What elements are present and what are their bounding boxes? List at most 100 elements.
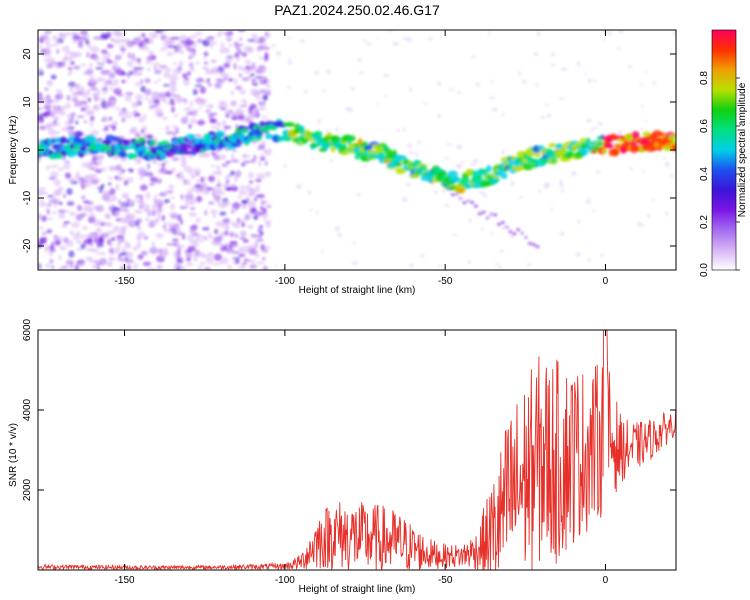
spectral-blob [133,66,137,74]
spectral-blob [191,224,199,230]
spectral-blob [205,267,210,270]
spectral-blob [618,30,624,34]
spectral-blob [163,221,169,225]
spectral-blob [640,82,644,86]
spectral-blob [96,89,101,94]
spectral-blob [221,257,229,265]
spectral-blob [186,261,193,267]
spectral-blob [87,216,95,223]
spectral-blob [672,31,676,36]
spectral-blob [523,235,528,240]
spectral-blob [401,37,408,40]
spectral-blob [639,223,645,227]
spectral-blob [70,112,77,116]
spectral-blob [146,47,150,51]
spectral-blob [491,107,498,112]
spectral-blob [587,78,593,83]
spectral-blob [192,113,196,118]
spectral-blob [135,210,141,214]
spectral-blob [184,116,189,120]
spectral-blob [175,127,180,135]
spectral-blob [233,77,238,86]
spectral-blob [322,88,326,93]
spectral-blob [576,61,581,66]
spectral-blob [42,125,52,130]
spectral-blob [100,232,110,239]
spectral-blob [225,223,230,230]
spectral-blob [47,79,54,87]
spectral-blob [88,135,97,144]
spectral-blob [350,86,355,91]
spectral-blob [275,51,282,56]
spectral-blob [179,219,183,225]
spectral-blob [207,175,216,183]
spectral-blob [102,128,110,132]
spectral-blob [674,132,676,139]
spectral-blob [255,108,259,113]
spectral-blob [213,194,222,202]
spectral-blob [250,158,256,164]
spectral-blob [60,224,67,228]
spectral-blob [460,160,464,165]
spectral-blob [246,184,251,188]
spectral-blob [225,160,232,164]
spectral-blob [64,56,73,62]
spectral-blob [480,227,485,231]
spectral-blob [176,45,183,54]
spectral-blob [184,98,188,105]
spectral-blob [57,209,66,214]
spectral-blob [152,92,160,96]
snr-y-label: SNR (10 * v/v) [8,423,19,487]
spectral-blob [401,196,408,202]
spectral-blob [69,230,75,236]
spectral-blob [94,166,99,170]
spectral-blob [190,173,196,180]
spectral-blob [103,101,112,107]
spectral-blob [207,252,215,258]
spectral-blob [49,251,53,257]
colorbar-tick-label: 0.0 [699,263,710,277]
spectral-blob [124,95,132,102]
spectral-blob [640,127,644,131]
spectral-blob [586,119,593,123]
spectral-blob [186,234,194,240]
spectral-blob [95,227,103,234]
spectral-blob [106,261,112,267]
spectral-blob [38,67,43,72]
spectral-blob [113,88,121,93]
spectral-blob [107,182,112,186]
spectral-blob [162,224,167,230]
spectral-blob [136,72,143,76]
spectral-blob [309,208,313,212]
spectral-blob [48,44,57,47]
spectral-blob [209,125,218,129]
spectral-blob [603,39,607,43]
spectral-blob [207,82,212,87]
spectral-blob [166,51,174,57]
spectral-blob [585,200,591,204]
spectral-blob [46,217,54,221]
spectral-blob [173,61,177,66]
spectral-blob [183,165,193,173]
spectral-blob [334,226,340,231]
colorbar-frame [711,29,737,271]
spectral-blob [116,249,120,255]
spectral-blob [145,218,149,221]
spectral-blob [82,205,91,212]
spectral-blob [251,259,256,264]
spectral-blob [187,245,196,252]
spectral-blob [264,160,269,166]
spectral-blob [177,65,183,72]
spectral-blob [138,117,145,123]
spectral-blob [406,37,412,43]
spectral-blob [652,80,656,85]
spectral-blob [458,196,463,201]
spectral-blob [509,234,515,238]
spectral-blob [584,71,587,76]
spectral-blob [94,162,98,166]
spectral-blob [68,130,76,138]
spectral-blob [217,104,223,109]
spectral-blob [174,36,181,40]
spectral-blob [214,229,218,234]
spectral-blob [39,197,43,203]
